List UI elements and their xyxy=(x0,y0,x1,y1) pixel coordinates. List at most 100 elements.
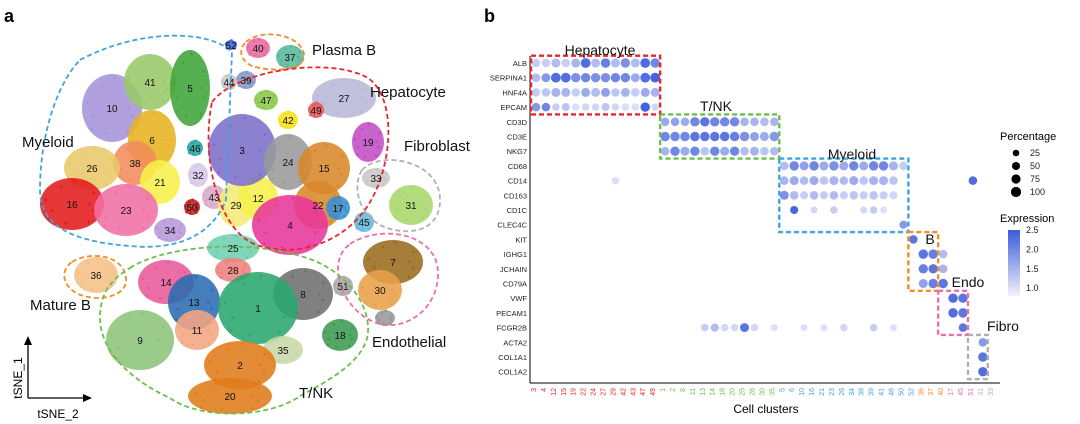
cluster-point-14 xyxy=(155,266,158,269)
cluster-label-9: 9 xyxy=(137,336,143,347)
cluster-tick-5: 5 xyxy=(779,388,786,392)
cluster-point-22 xyxy=(308,187,312,191)
cluster-point-3 xyxy=(258,173,262,176)
cluster-point-29 xyxy=(223,209,227,213)
dot-alb-cluster-47 xyxy=(640,58,651,68)
cluster-point-45 xyxy=(368,220,371,224)
dot-cd68-cluster-6 xyxy=(789,161,799,171)
expression-legend-tick-1.5: 1.5 xyxy=(1026,264,1039,274)
cluster-point-25 xyxy=(233,234,237,237)
cluster-point-24 xyxy=(281,181,285,185)
cluster-point-30 xyxy=(374,303,378,307)
cluster-point-19 xyxy=(361,127,364,131)
cluster-blob-51 xyxy=(333,276,353,296)
dot-cd1c-cluster-39 xyxy=(869,206,878,214)
dot-cd14-cluster-34 xyxy=(849,176,859,186)
cluster-point-50 xyxy=(185,210,188,214)
dot-cd3d-cluster-13 xyxy=(700,117,710,127)
cluster-point-28 xyxy=(219,276,223,279)
cluster-blob-32 xyxy=(188,163,208,187)
cluster-tick-12: 12 xyxy=(551,388,558,396)
cluster-point-43 xyxy=(204,203,208,206)
cluster-point-16 xyxy=(92,191,95,195)
cluster-point-42 xyxy=(278,117,282,121)
cluster-point-20 xyxy=(256,386,260,390)
cluster-point-50 xyxy=(191,198,195,202)
cluster-point-39 xyxy=(250,78,253,82)
cluster-label-36: 36 xyxy=(90,271,102,282)
cluster-label-6: 6 xyxy=(149,136,155,147)
dot-cd14-cluster-46 xyxy=(889,176,898,185)
cluster-point-5 xyxy=(184,114,188,118)
dot-cd3d-cluster-28 xyxy=(750,117,759,127)
dot-cd68-cluster-10 xyxy=(799,161,809,171)
cluster-tick-49: 49 xyxy=(650,388,657,396)
cluster-point-28 xyxy=(243,263,247,267)
cluster-blob-49 xyxy=(308,102,324,118)
cluster-point-7 xyxy=(381,246,385,249)
cluster-point-3 xyxy=(263,133,267,136)
cluster-point-48 xyxy=(384,309,388,313)
cluster-point-28 xyxy=(241,268,245,272)
cluster-tick-52: 52 xyxy=(908,388,915,396)
cluster-label-26: 26 xyxy=(86,164,98,175)
cluster-point-47 xyxy=(271,98,274,102)
gene-label-col1a1: COL1A1 xyxy=(498,353,527,362)
cluster-tick-13: 13 xyxy=(700,388,707,396)
cluster-point-49 xyxy=(311,103,315,107)
cluster-point-4 xyxy=(262,242,266,246)
cluster-point-40 xyxy=(246,45,250,48)
cluster-point-2 xyxy=(262,369,266,373)
dot-serpina1-cluster-22 xyxy=(580,72,591,83)
cluster-point-33 xyxy=(384,172,387,176)
cluster-point-10 xyxy=(112,76,116,80)
outline-endothelial xyxy=(337,232,439,326)
outline-t-nk xyxy=(99,245,369,415)
gene-label-vwf: VWF xyxy=(510,294,527,303)
cluster-point-5 xyxy=(199,86,203,90)
dot-col1a2-cluster-31 xyxy=(978,366,988,377)
tsne-axes: tSNE_1 tSNE_2 xyxy=(11,336,92,421)
dotplot-dots xyxy=(531,58,988,377)
dot-cd3e-cluster-2 xyxy=(670,131,680,142)
cluster-point-48 xyxy=(388,322,392,325)
cluster-point-41 xyxy=(150,55,154,59)
cluster-tick-4: 4 xyxy=(541,388,548,392)
cluster-tick-21: 21 xyxy=(819,388,826,396)
cluster-point-27 xyxy=(322,101,326,105)
cluster-point-37 xyxy=(279,58,283,62)
cluster-point-31 xyxy=(394,216,398,219)
dot-cd1c-cluster-6 xyxy=(790,205,799,215)
cluster-point-13 xyxy=(209,307,213,311)
cluster-point-9 xyxy=(131,360,135,364)
cluster-point-19 xyxy=(374,154,378,158)
cluster-point-6 xyxy=(166,145,170,149)
cluster-point-27 xyxy=(316,93,320,97)
cluster-point-10 xyxy=(90,127,94,131)
dot-ighg1-cluster-37 xyxy=(928,249,938,259)
dot-alb-cluster-3 xyxy=(531,58,541,68)
dot-epcam-cluster-4 xyxy=(541,102,551,112)
cluster-point-23 xyxy=(102,224,106,228)
dot-cd68-cluster-50 xyxy=(899,161,908,171)
cluster-blob-19 xyxy=(352,122,384,162)
dot-cd3e-cluster-13 xyxy=(700,131,710,142)
cluster-point-33 xyxy=(381,183,385,187)
percentage-legend-title: Percentage xyxy=(1000,131,1056,143)
cluster-point-9 xyxy=(161,345,165,349)
cluster-point-7 xyxy=(411,265,415,269)
dot-cd68-cluster-46 xyxy=(888,161,898,171)
cluster-point-39 xyxy=(251,80,255,84)
dot-alb-cluster-43 xyxy=(630,58,640,68)
cluster-point-21 xyxy=(171,185,175,189)
cluster-point-27 xyxy=(331,83,335,87)
cluster-point-36 xyxy=(109,277,113,281)
cluster-point-38 xyxy=(148,152,152,155)
dot-hnf4a-cluster-43 xyxy=(631,88,640,97)
cluster-point-25 xyxy=(222,237,226,241)
cluster-point-13 xyxy=(174,318,178,321)
dot-cd68-cluster-38 xyxy=(859,161,869,171)
cluster-point-11 xyxy=(181,333,185,337)
cluster-point-11 xyxy=(210,320,214,323)
box-fibro xyxy=(966,333,990,381)
